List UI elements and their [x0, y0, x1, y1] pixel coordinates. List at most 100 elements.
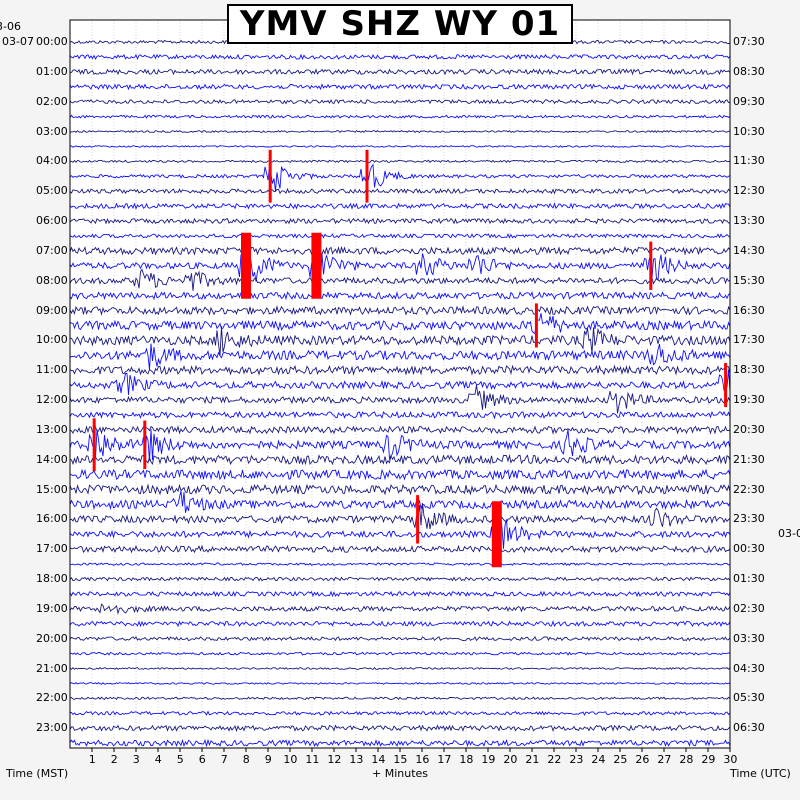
x-tick-label: 14	[371, 753, 386, 766]
x-tick-label: 8	[242, 753, 250, 766]
clipped-amplitudes	[92, 149, 728, 568]
right-hour-label: 03:30	[733, 631, 765, 645]
trace-line	[69, 68, 731, 76]
left-hour-label: 18:00	[36, 572, 68, 585]
x-tick-label: 4	[154, 753, 162, 766]
right-hour-label: 12:30	[733, 184, 765, 198]
left-hour-label: 07:00	[36, 243, 68, 257]
trace-line	[69, 453, 731, 466]
x-tick-label: 13	[349, 753, 364, 766]
trace-line	[69, 53, 731, 61]
top-left-date-label: 3-06	[0, 20, 21, 33]
x-tick-label: 15	[393, 753, 408, 766]
left-hour-label: 13:00	[36, 422, 68, 436]
right-hour-label: 07:30	[733, 35, 765, 48]
left-hour-label: 05:00	[36, 184, 68, 198]
trace-line	[69, 129, 731, 134]
clipped-event	[534, 303, 538, 348]
left-hour-label: 16:00	[36, 512, 68, 526]
right-hour-label: 05:30	[733, 691, 765, 705]
x-tick-label: 10	[283, 753, 298, 766]
x-tick-label: 19	[481, 753, 496, 766]
right-hour-label: 21:30	[733, 452, 765, 466]
trace-line	[69, 187, 731, 195]
clipped-event	[92, 418, 96, 472]
right-axis-label: Time (UTC)	[730, 767, 791, 780]
x-tick-label: 24	[591, 753, 606, 766]
trace-line	[69, 410, 731, 420]
left-hour-label: 04:00	[36, 154, 68, 168]
x-tick-label: 7	[220, 753, 228, 766]
x-tick-label: 25	[613, 753, 628, 766]
x-tick-label: 29	[701, 753, 716, 766]
right-hour-label: 19:30	[733, 393, 765, 406]
left-hour-label: 17:00	[36, 542, 68, 556]
right-hour-label: 22:30	[733, 482, 765, 496]
x-tick-label: 23	[569, 753, 584, 766]
trace-line	[69, 429, 731, 462]
trace-line	[69, 620, 731, 628]
trace-line	[69, 651, 731, 656]
left-hour-label: 23:00	[36, 721, 68, 735]
trace-line	[69, 98, 731, 105]
left-hour-label: 03:00	[36, 124, 68, 138]
title-box: YMV SHZ WY 01	[227, 4, 573, 44]
right-hour-label: 18:30	[733, 363, 765, 377]
clipped-event	[649, 241, 653, 290]
left-hour-label: 22:00	[36, 691, 68, 705]
trace-line	[69, 425, 731, 435]
right-date-change-label: 03-0	[778, 527, 800, 540]
x-tick-label: 6	[198, 753, 206, 766]
trace-line	[69, 114, 731, 120]
trace-line	[69, 682, 731, 685]
trace-line	[69, 290, 731, 301]
trace-line	[69, 666, 731, 670]
trace-line	[69, 576, 731, 582]
trace-line	[69, 369, 731, 395]
clipped-event	[365, 149, 369, 203]
left-hour-label: 00:00	[36, 35, 68, 48]
x-tick-label: 28	[679, 753, 694, 766]
trace-line	[69, 304, 731, 316]
clipped-event	[311, 232, 322, 299]
x-tick-label: 27	[657, 753, 672, 766]
trace-line	[69, 603, 731, 615]
left-hour-label: 06:00	[36, 214, 68, 227]
left-hour-label: 09:00	[36, 303, 68, 317]
left-hour-label: 21:00	[36, 661, 68, 675]
trace-line	[69, 364, 731, 376]
trace-line	[69, 217, 731, 225]
trace-line	[69, 159, 731, 164]
right-hour-label: 00:30	[733, 542, 765, 556]
trace-line	[69, 511, 731, 549]
x-tick-label: 3	[132, 753, 140, 766]
right-hour-label: 14:30	[733, 243, 765, 257]
left-hour-label: 11:00	[36, 363, 68, 377]
right-hour-label: 15:30	[733, 273, 765, 287]
left-hour-label: 10:00	[36, 333, 68, 347]
left-hour-label: 01:00	[36, 64, 68, 78]
x-tick-label: 16	[415, 753, 430, 766]
right-hour-label: 13:30	[733, 214, 765, 227]
trace-line	[69, 83, 731, 91]
left-hour-label: 08:00	[36, 273, 68, 287]
trace-line	[69, 385, 731, 414]
trace-line	[69, 483, 731, 496]
left-start-date-label: 03-07	[2, 35, 34, 48]
trace-line	[69, 268, 731, 291]
right-hour-label: 11:30	[733, 154, 765, 168]
x-tick-label: 21	[525, 753, 540, 766]
right-hour-label: 10:30	[733, 124, 765, 138]
left-hour-label: 12:00	[36, 393, 68, 406]
x-tick-label: 1	[88, 753, 96, 766]
clipped-event	[241, 232, 251, 299]
trace-line	[69, 590, 731, 598]
trace-line	[69, 724, 731, 733]
right-hour-label: 08:30	[733, 64, 765, 78]
trace-line	[69, 503, 731, 530]
trace-line	[69, 490, 731, 513]
trace-line	[69, 313, 731, 335]
trace-line	[69, 696, 731, 701]
right-hour-label: 01:30	[733, 572, 765, 585]
